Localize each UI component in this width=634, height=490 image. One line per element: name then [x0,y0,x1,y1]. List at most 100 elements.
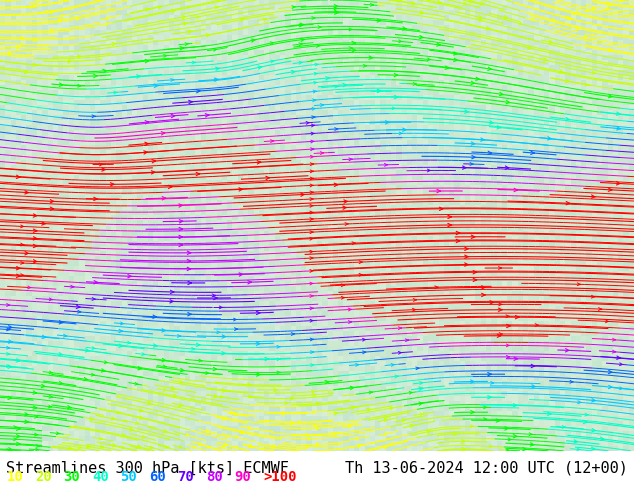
FancyArrowPatch shape [214,49,217,51]
FancyArrowPatch shape [89,417,93,420]
FancyArrowPatch shape [7,449,10,452]
FancyArrowPatch shape [205,114,209,117]
FancyArrowPatch shape [299,43,302,46]
FancyArrowPatch shape [437,189,441,193]
FancyArrowPatch shape [497,334,501,338]
FancyArrowPatch shape [420,11,424,14]
FancyArrowPatch shape [399,132,403,135]
FancyArrowPatch shape [609,95,612,98]
FancyArrowPatch shape [145,59,149,63]
FancyArrowPatch shape [197,343,200,346]
FancyArrowPatch shape [68,60,72,63]
FancyArrowPatch shape [345,222,348,225]
FancyArrowPatch shape [158,6,162,9]
FancyArrowPatch shape [335,11,338,14]
FancyArrowPatch shape [8,325,12,329]
FancyArrowPatch shape [112,43,116,46]
FancyArrowPatch shape [169,185,172,189]
FancyArrowPatch shape [196,172,200,176]
FancyArrowPatch shape [235,446,239,449]
FancyArrowPatch shape [576,26,579,29]
FancyArrowPatch shape [33,63,37,67]
FancyArrowPatch shape [566,79,569,82]
FancyArrowPatch shape [398,351,402,354]
FancyArrowPatch shape [577,448,580,451]
FancyArrowPatch shape [307,437,311,440]
FancyArrowPatch shape [16,359,20,362]
FancyArrowPatch shape [316,45,320,48]
FancyArrowPatch shape [513,404,517,407]
FancyArrowPatch shape [191,347,195,350]
Text: 80: 80 [206,470,223,484]
FancyArrowPatch shape [198,359,202,362]
FancyArrowPatch shape [187,251,191,254]
FancyArrowPatch shape [469,0,472,3]
FancyArrowPatch shape [153,315,157,318]
FancyArrowPatch shape [256,311,260,315]
FancyArrowPatch shape [399,40,402,43]
FancyArrowPatch shape [348,308,352,311]
FancyArrowPatch shape [136,422,139,424]
FancyArrowPatch shape [609,3,612,6]
FancyArrowPatch shape [271,60,274,63]
FancyArrowPatch shape [186,434,189,436]
FancyArrowPatch shape [488,395,491,399]
FancyArrowPatch shape [605,1,609,4]
FancyArrowPatch shape [185,43,188,46]
FancyArrowPatch shape [592,295,595,298]
FancyArrowPatch shape [28,286,31,289]
FancyArrowPatch shape [605,320,609,323]
FancyArrowPatch shape [359,273,363,276]
FancyArrowPatch shape [592,72,595,74]
FancyArrowPatch shape [206,430,210,433]
FancyArrowPatch shape [21,274,24,276]
FancyArrowPatch shape [585,83,588,86]
FancyArrowPatch shape [136,446,139,449]
FancyArrowPatch shape [566,348,569,352]
FancyArrowPatch shape [591,447,595,450]
FancyArrowPatch shape [111,417,115,420]
Text: 50: 50 [120,470,137,484]
FancyArrowPatch shape [222,335,226,338]
FancyArrowPatch shape [50,207,54,210]
FancyArrowPatch shape [592,195,595,198]
FancyArrowPatch shape [13,426,17,429]
FancyArrowPatch shape [179,244,183,246]
FancyArrowPatch shape [145,8,149,11]
FancyArrowPatch shape [212,294,216,297]
FancyArrowPatch shape [437,43,441,46]
FancyArrowPatch shape [16,435,20,438]
FancyArrowPatch shape [310,294,313,297]
FancyArrowPatch shape [359,261,363,264]
FancyArrowPatch shape [50,199,54,203]
FancyArrowPatch shape [16,267,20,270]
FancyArrowPatch shape [58,19,62,22]
FancyArrowPatch shape [470,163,473,165]
FancyArrowPatch shape [437,0,441,4]
FancyArrowPatch shape [9,448,12,451]
FancyArrowPatch shape [570,380,573,383]
FancyArrowPatch shape [94,74,97,78]
FancyArrowPatch shape [216,67,219,71]
FancyArrowPatch shape [16,46,20,49]
FancyArrowPatch shape [179,380,183,384]
FancyArrowPatch shape [67,406,71,409]
FancyArrowPatch shape [341,284,344,287]
FancyArrowPatch shape [33,391,37,394]
FancyArrowPatch shape [313,99,316,101]
FancyArrowPatch shape [314,81,317,84]
FancyArrowPatch shape [180,47,184,50]
FancyArrowPatch shape [100,163,103,166]
FancyArrowPatch shape [33,406,37,409]
FancyArrowPatch shape [306,445,309,448]
FancyArrowPatch shape [162,358,165,362]
FancyArrowPatch shape [235,436,238,438]
FancyArrowPatch shape [310,191,313,194]
FancyArrowPatch shape [435,286,438,289]
FancyArrowPatch shape [310,270,313,272]
FancyArrowPatch shape [500,93,503,96]
FancyArrowPatch shape [163,389,167,391]
FancyArrowPatch shape [139,409,143,412]
FancyArrowPatch shape [491,382,494,384]
FancyArrowPatch shape [273,444,276,448]
